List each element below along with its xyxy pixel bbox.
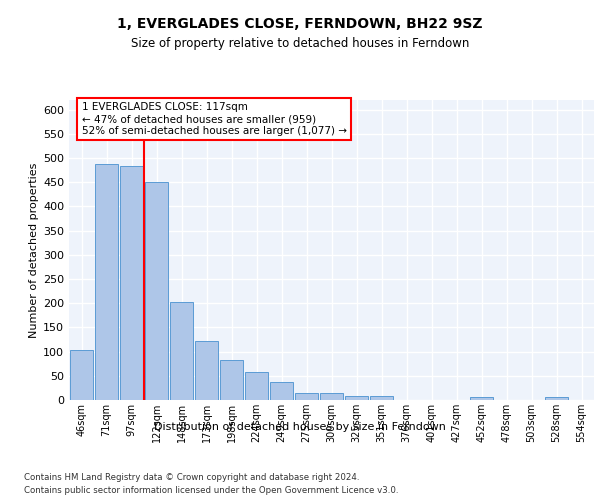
Text: Contains HM Land Registry data © Crown copyright and database right 2024.: Contains HM Land Registry data © Crown c… (24, 472, 359, 482)
Text: 1 EVERGLADES CLOSE: 117sqm
← 47% of detached houses are smaller (959)
52% of sem: 1 EVERGLADES CLOSE: 117sqm ← 47% of deta… (82, 102, 347, 136)
Bar (70, 350, 94, 400)
Bar (545, 396, 568, 400)
Bar (119, 166, 143, 400)
Text: Distribution of detached houses by size in Ferndown: Distribution of detached houses by size … (154, 422, 446, 432)
Y-axis label: Number of detached properties: Number of detached properties (29, 162, 39, 338)
Bar (170, 302, 193, 400)
Text: 1, EVERGLADES CLOSE, FERNDOWN, BH22 9SZ: 1, EVERGLADES CLOSE, FERNDOWN, BH22 9SZ (117, 18, 483, 32)
Bar (194, 341, 218, 400)
Bar (320, 393, 343, 400)
Bar (470, 397, 493, 400)
Bar (145, 182, 169, 400)
Text: Size of property relative to detached houses in Ferndown: Size of property relative to detached ho… (131, 38, 469, 51)
Bar (95, 164, 118, 400)
Bar (295, 392, 319, 400)
Bar (220, 360, 244, 400)
Bar (370, 396, 394, 400)
Text: Contains public sector information licensed under the Open Government Licence v3: Contains public sector information licen… (24, 486, 398, 495)
Bar (245, 372, 268, 400)
Bar (269, 382, 293, 400)
Bar (344, 396, 368, 400)
